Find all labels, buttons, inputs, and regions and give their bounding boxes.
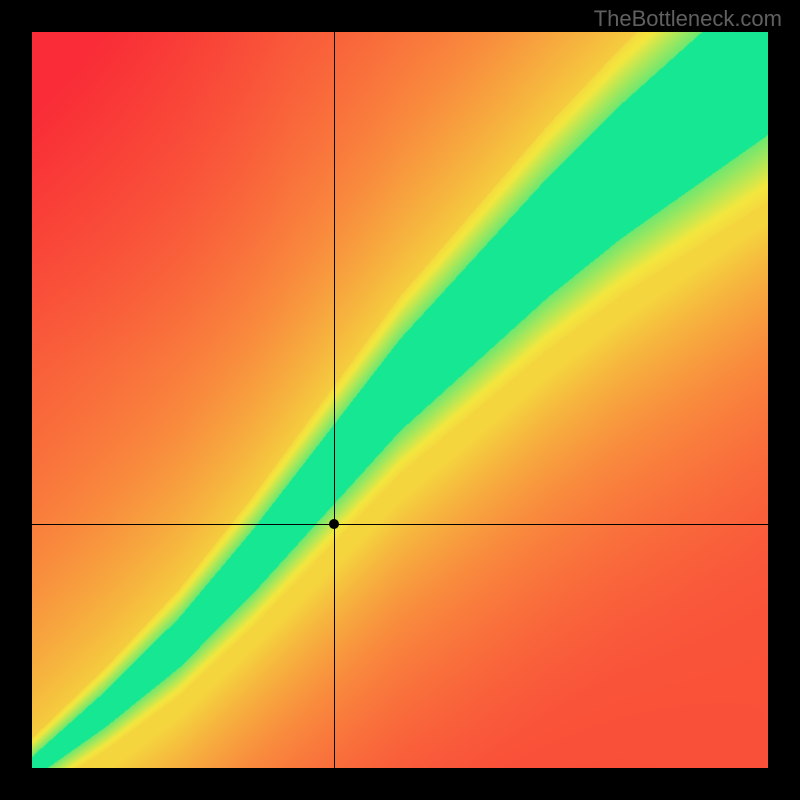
watermark-text: TheBottleneck.com [594,6,782,32]
heatmap-canvas [32,32,768,768]
plot-area [32,32,768,768]
crosshair-horizontal [32,524,768,525]
crosshair-vertical [334,32,335,768]
intersection-marker [329,519,339,529]
